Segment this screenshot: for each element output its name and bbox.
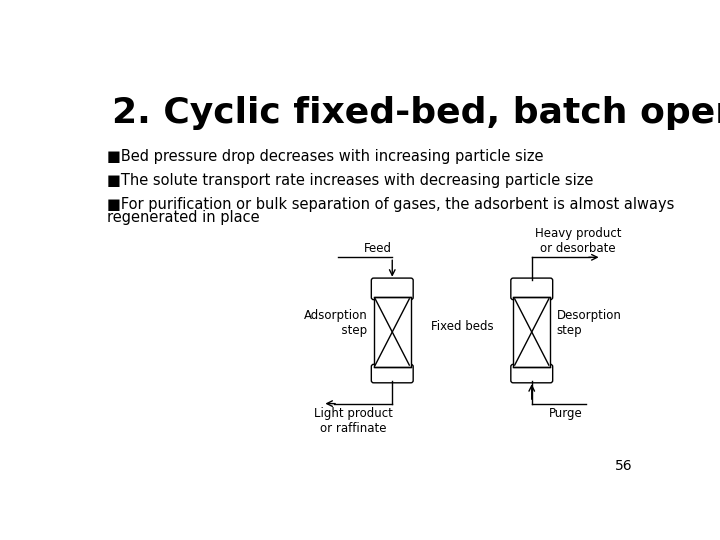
Text: ■For purification or bulk separation of gases, the adsorbent is almost always: ■For purification or bulk separation of … [107,197,675,212]
Text: ■The solute transport rate increases with decreasing particle size: ■The solute transport rate increases wit… [107,173,593,187]
FancyBboxPatch shape [372,364,413,383]
Text: Feed: Feed [364,242,392,255]
Text: 2. Cyclic fixed-bed, batch operation: 2. Cyclic fixed-bed, batch operation [112,96,720,130]
Bar [374,298,411,367]
Text: Light product
or raffinate: Light product or raffinate [314,407,393,435]
Text: Heavy product
or desorbate: Heavy product or desorbate [535,227,621,255]
FancyBboxPatch shape [372,278,413,300]
Bar [513,298,550,367]
Text: 56: 56 [615,459,632,473]
Text: Fixed beds: Fixed beds [431,320,493,333]
Text: ■Bed pressure drop decreases with increasing particle size: ■Bed pressure drop decreases with increa… [107,150,544,165]
FancyBboxPatch shape [510,278,553,300]
FancyBboxPatch shape [510,364,553,383]
Text: Adsorption
  step: Adsorption step [304,309,367,337]
Text: Desorption
step: Desorption step [557,309,621,337]
Text: regenerated in place: regenerated in place [107,210,260,225]
Text: Purge: Purge [549,407,582,420]
